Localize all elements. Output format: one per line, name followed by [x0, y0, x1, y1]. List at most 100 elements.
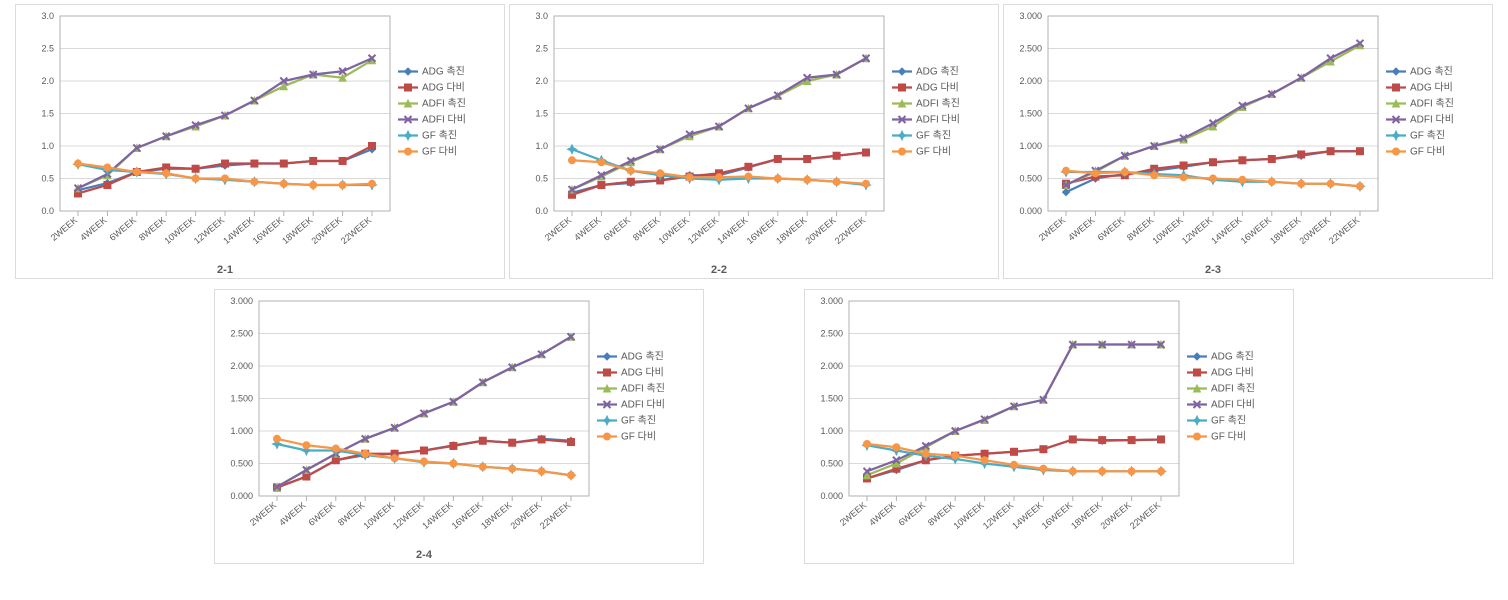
x-axis-label: 4WEEK: [867, 500, 898, 528]
y-axis-label: 0.000: [230, 491, 253, 501]
page: 0.00.51.01.52.02.53.02WEEK4WEEK6WEEK8WEE…: [0, 0, 1508, 600]
legend-label: GF 다비: [621, 431, 656, 443]
legend-item-gf_d: GF 다비: [1386, 146, 1445, 158]
legend-label: ADFI 다비: [1211, 399, 1255, 411]
legend-item-gf_c: GF 촉진: [892, 130, 951, 142]
x-axis-label: 4WEEK: [1066, 215, 1097, 243]
legend-item-adfi_d: ADFI 다비: [892, 114, 960, 126]
y-axis-label: 1.5: [41, 109, 54, 119]
x-axis-label: 16WEEK: [1239, 215, 1273, 246]
x-axis-label: 6WEEK: [307, 500, 338, 528]
legend-item-adg_c: ADG 촉진: [398, 66, 465, 78]
chart-svg: 0.0000.5001.0001.5002.0002.5003.0002WEEK…: [804, 289, 1294, 564]
plot-area: 0.0000.5001.0001.5002.0002.5003.0002WEEK…: [230, 296, 589, 531]
legend-item-gf_c: GF 촉진: [1386, 130, 1445, 142]
legend: ADG 촉진ADG 다비ADFI 촉진ADFI 다비GF 촉진GF 다비: [892, 66, 960, 158]
legend-label: ADG 촉진: [422, 66, 465, 78]
y-axis-label: 1.500: [820, 394, 843, 404]
legend-item-adg_c: ADG 촉진: [1187, 351, 1254, 363]
chart-title: 2-4: [416, 549, 433, 561]
legend-item-gf_d: GF 다비: [892, 146, 951, 158]
legend-item-adfi_d: ADFI 다비: [398, 114, 466, 126]
legend-item-adfi_c: ADFI 촉진: [597, 383, 665, 395]
x-axis-label: 14WEEK: [1209, 215, 1243, 246]
legend: ADG 촉진 ADG 다비 ADFI 촉진 ADFI 다비 GF 촉진 GF 다비: [1187, 351, 1255, 443]
x-axis-label: 12WEEK: [981, 500, 1015, 531]
x-axis-label: 12WEEK: [391, 500, 425, 531]
legend-label: GF 다비: [1211, 431, 1246, 443]
legend-label: GF 다비: [916, 146, 951, 158]
legend-item-adg_d: ADG 다비: [892, 82, 959, 94]
legend-item-gf_d: GF 다비: [398, 146, 457, 158]
y-axis-label: 2.000: [820, 361, 843, 371]
plot-area: 0.00.51.01.52.02.53.02WEEK4WEEK6WEEK8WEE…: [41, 11, 390, 246]
top-row: 0.00.51.01.52.02.53.02WEEK4WEEK6WEEK8WEE…: [0, 0, 1508, 279]
chart-title: 2-1: [217, 264, 233, 276]
legend-item-adg_d: ADG 다비: [1187, 367, 1254, 379]
chart-2-1: 0.00.51.01.52.02.53.02WEEK4WEEK6WEEK8WEE…: [15, 4, 505, 279]
x-axis-label: 20WEEK: [803, 215, 837, 246]
legend-item-gf_c: GF 촉진: [1187, 415, 1246, 427]
legend-item-adg_d: ADG 다비: [398, 82, 465, 94]
chart-title: 2-3: [1205, 264, 1221, 276]
y-axis-label: 1.000: [820, 426, 843, 436]
x-axis-label: 22WEEK: [833, 215, 867, 246]
x-axis-label: 20WEEK: [508, 500, 542, 531]
y-axis-label: 3.0: [41, 11, 54, 21]
chart-title: 2-2: [711, 264, 727, 276]
y-axis-label: 1.0: [41, 141, 54, 151]
plot-area: 0.00.51.01.52.02.53.02WEEK4WEEK6WEEK8WEE…: [535, 11, 884, 246]
x-axis-label: 22WEEK: [538, 500, 572, 531]
legend-label: GF 촉진: [1211, 415, 1246, 427]
chart-5: 0.0000.5001.0001.5002.0002.5003.0002WEEK…: [804, 289, 1294, 564]
x-axis-label: 22WEEK: [1128, 500, 1162, 531]
x-axis-label: 2WEEK: [543, 215, 574, 243]
y-axis-label: 2.500: [820, 329, 843, 339]
y-axis-label: 0.0: [41, 206, 54, 216]
x-axis-label: 6WEEK: [602, 215, 633, 243]
x-axis-label: 6WEEK: [1096, 215, 1127, 243]
chart-2-3: 0.0000.5001.0001.5002.0002.5003.0002WEEK…: [1003, 4, 1493, 279]
x-axis-label: 12WEEK: [686, 215, 720, 246]
chart-2-4: 0.0000.5001.0001.5002.0002.5003.0002WEEK…: [214, 289, 704, 564]
y-axis-label: 3.0: [535, 11, 548, 21]
legend-label: GF 다비: [1410, 146, 1445, 158]
legend-label: ADG 촉진: [1410, 66, 1453, 78]
chart-svg: 0.00.51.01.52.02.53.02WEEK4WEEK6WEEK8WEE…: [15, 4, 505, 279]
y-axis-label: 1.000: [230, 426, 253, 436]
legend-label: ADFI 촉진: [621, 383, 665, 395]
chart-svg: 0.00.51.01.52.02.53.02WEEK4WEEK6WEEK8WEE…: [509, 4, 999, 279]
x-axis-label: 18WEEK: [479, 500, 513, 531]
legend-item-adg_c: ADG 촉진: [597, 351, 664, 363]
legend-label: ADFI 다비: [1410, 114, 1454, 126]
legend-item-adg_d: ADG 다비: [1386, 82, 1453, 94]
x-axis-label: 16WEEK: [251, 215, 285, 246]
legend-item-adfi_c: ADFI 촉진: [1187, 383, 1255, 395]
legend-label: ADG 촉진: [621, 351, 664, 363]
x-axis-label: 16WEEK: [745, 215, 779, 246]
x-axis-label: 20WEEK: [1098, 500, 1132, 531]
x-axis-label: 20WEEK: [1297, 215, 1331, 246]
legend-label: GF 촉진: [1410, 130, 1445, 142]
legend-label: ADG 다비: [1211, 367, 1254, 379]
x-axis-label: 22WEEK: [339, 215, 373, 246]
legend-item-adfi_d: ADFI 다비: [597, 399, 665, 411]
x-axis-label: 18WEEK: [1069, 500, 1103, 531]
legend-item-adg_c: ADG 촉진: [1386, 66, 1453, 78]
chart-svg: 0.0000.5001.0001.5002.0002.5003.0002WEEK…: [214, 289, 704, 564]
legend-label: ADG 다비: [916, 82, 959, 94]
legend-label: GF 촉진: [621, 415, 656, 427]
legend-item-adg_d: ADG 다비: [597, 367, 664, 379]
x-axis-label: 22WEEK: [1327, 215, 1361, 246]
x-axis-label: 14WEEK: [221, 215, 255, 246]
legend-item-gf_d: GF 다비: [597, 431, 656, 443]
x-axis-label: 10WEEK: [951, 500, 985, 531]
legend: ADG 촉진ADG 다비ADFI 촉진ADFI 다비GF 촉진GF 다비: [398, 66, 466, 158]
legend-label: ADG 촉진: [916, 66, 959, 78]
y-axis-label: 0.500: [820, 459, 843, 469]
legend-label: ADG 촉진: [1211, 351, 1254, 363]
y-axis-label: 3.000: [820, 296, 843, 306]
y-axis-label: 2.000: [230, 361, 253, 371]
y-axis-label: 3.000: [230, 296, 253, 306]
legend-item-gf_d: GF 다비: [1187, 431, 1246, 443]
